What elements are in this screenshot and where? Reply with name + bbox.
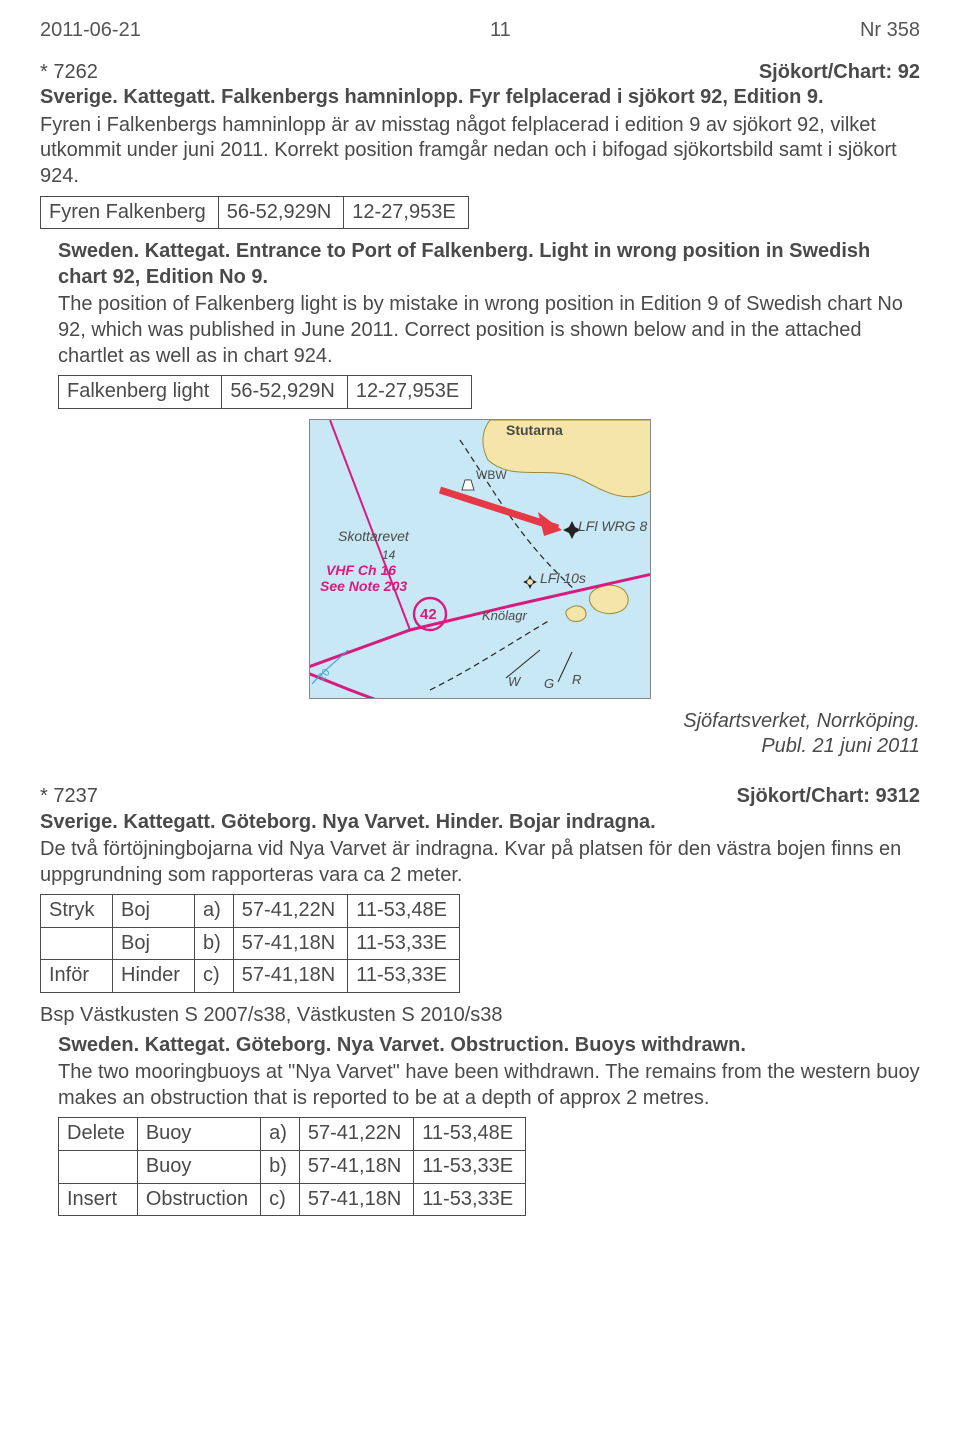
cell: 57-41,18N bbox=[233, 927, 347, 960]
notice-title-sv: Sverige. Kattegatt. Falkenbergs hamninlo… bbox=[40, 85, 920, 111]
chart-reference: Sjökort/Chart: 9312 bbox=[737, 784, 920, 810]
cell: 11-53,48E bbox=[348, 895, 460, 928]
chartlet-dir-w: W bbox=[508, 674, 520, 691]
chartlet-dir-g: G bbox=[544, 676, 554, 693]
source-publ: Publ. 21 juni 2011 bbox=[761, 735, 920, 757]
notice-7262: * 7262 Sjökort/Chart: 92 Sverige. Katteg… bbox=[40, 60, 920, 760]
notice-source: Sjöfartsverket, Norrköping. Publ. 21 jun… bbox=[40, 709, 920, 760]
header-date: 2011-06-21 bbox=[40, 18, 141, 44]
table-row: Delete Buoy a) 57-41,22N 11-53,48E bbox=[59, 1118, 526, 1151]
cell bbox=[59, 1151, 138, 1184]
cell: Buoy bbox=[137, 1151, 260, 1184]
notice-body-en: The two mooringbuoys at "Nya Varvet" hav… bbox=[58, 1060, 920, 1111]
chartlet-label-stutarna: Stutarna bbox=[506, 422, 563, 440]
action-table-sv: Stryk Boj a) 57-41,22N 11-53,48E Boj b) … bbox=[40, 894, 460, 993]
page-header: 2011-06-21 11 Nr 358 bbox=[40, 18, 920, 44]
cell: a) bbox=[261, 1118, 300, 1151]
chartlet-svg bbox=[310, 420, 651, 699]
cell: Delete bbox=[59, 1118, 138, 1151]
table-row: Stryk Boj a) 57-41,22N 11-53,48E bbox=[41, 895, 460, 928]
cell: 57-41,22N bbox=[299, 1118, 413, 1151]
chartlet-label-wbw: WBW bbox=[476, 468, 507, 483]
position-table-en: Falkenberg light 56-52,929N 12-27,953E bbox=[58, 375, 472, 409]
position-table-sv: Fyren Falkenberg 56-52,929N 12-27,953E bbox=[40, 196, 469, 230]
notice-body-sv: De två förtöjningbojarna vid Nya Varvet … bbox=[40, 837, 920, 888]
cell: 57-41,22N bbox=[233, 895, 347, 928]
cell: 57-41,18N bbox=[233, 960, 347, 993]
chartlet-label-skottarevet: Skottarevet bbox=[338, 528, 409, 546]
cell: Fyren Falkenberg bbox=[41, 196, 219, 229]
cell: c) bbox=[195, 960, 234, 993]
chartlet-image: Stutarna WBW LFl WRG 8 Skottarevet 14 VH… bbox=[309, 419, 651, 699]
notice-number: * 7262 bbox=[40, 60, 98, 86]
chartlet-dir-r: R bbox=[572, 672, 581, 689]
cell: 11-53,33E bbox=[348, 927, 460, 960]
cell: 56-52,929N bbox=[222, 376, 348, 409]
cell: 57-41,18N bbox=[299, 1151, 413, 1184]
notice-title-en: Sweden. Kattegat. Göteborg. Nya Varvet. … bbox=[58, 1034, 746, 1056]
cell: 11-53,33E bbox=[414, 1183, 526, 1216]
chartlet-label-lfl10s: LFl 10s bbox=[540, 570, 586, 588]
notice-body-en: The position of Falkenberg light is by m… bbox=[58, 292, 920, 369]
notice-title-sv: Sverige. Kattegatt. Göteborg. Nya Varvet… bbox=[40, 810, 920, 836]
notice-7237: * 7237 Sjökort/Chart: 9312 Sverige. Katt… bbox=[40, 784, 920, 1216]
cell: a) bbox=[195, 895, 234, 928]
cell: 11-53,33E bbox=[414, 1151, 526, 1184]
cell: c) bbox=[261, 1183, 300, 1216]
table-row: Insert Obstruction c) 57-41,18N 11-53,33… bbox=[59, 1183, 526, 1216]
table-row: Buoy b) 57-41,18N 11-53,33E bbox=[59, 1151, 526, 1184]
table-row: Falkenberg light 56-52,929N 12-27,953E bbox=[59, 376, 472, 409]
chartlet-label-seenote: See Note 203 bbox=[320, 578, 407, 596]
cell: Falkenberg light bbox=[59, 376, 222, 409]
cell: b) bbox=[195, 927, 234, 960]
cell: 57-41,18N bbox=[299, 1183, 413, 1216]
table-row: Fyren Falkenberg 56-52,929N 12-27,953E bbox=[41, 196, 469, 229]
cell: Obstruction bbox=[137, 1183, 260, 1216]
source-text: Sjöfartsverket, Norrköping. bbox=[683, 710, 920, 732]
bsp-line: Bsp Västkusten S 2007/s38, Västkusten S … bbox=[40, 1003, 920, 1029]
cell: Boj bbox=[113, 927, 195, 960]
chartlet-label-knolagr: Knölagr bbox=[482, 608, 527, 625]
header-page: 11 bbox=[490, 18, 511, 44]
cell: Insert bbox=[59, 1183, 138, 1216]
cell: Buoy bbox=[137, 1118, 260, 1151]
cell: 11-53,33E bbox=[348, 960, 460, 993]
notice-body-sv: Fyren i Falkenbergs hamninlopp är av mis… bbox=[40, 113, 920, 190]
cell: 11-53,48E bbox=[414, 1118, 526, 1151]
cell: 56-52,929N bbox=[218, 196, 344, 229]
notice-number: * 7237 bbox=[40, 784, 98, 810]
cell: Inför bbox=[41, 960, 113, 993]
cell: 12-27,953E bbox=[344, 196, 468, 229]
cell: Hinder bbox=[113, 960, 195, 993]
notice-title-en: Sweden. Kattegat. Entrance to Port of Fa… bbox=[58, 240, 870, 288]
chartlet-label-lflwrg: LFl WRG 8 bbox=[578, 518, 647, 536]
table-row: Inför Hinder c) 57-41,18N 11-53,33E bbox=[41, 960, 460, 993]
cell: b) bbox=[261, 1151, 300, 1184]
chart-reference: Sjökort/Chart: 92 bbox=[759, 60, 920, 86]
cell: Boj bbox=[113, 895, 195, 928]
cell: Stryk bbox=[41, 895, 113, 928]
table-row: Boj b) 57-41,18N 11-53,33E bbox=[41, 927, 460, 960]
chartlet-label-42: 42 bbox=[420, 605, 437, 624]
cell: 12-27,953E bbox=[347, 376, 471, 409]
action-table-en: Delete Buoy a) 57-41,22N 11-53,48E Buoy … bbox=[58, 1117, 526, 1216]
cell bbox=[41, 927, 113, 960]
header-issue: Nr 358 bbox=[860, 18, 920, 44]
